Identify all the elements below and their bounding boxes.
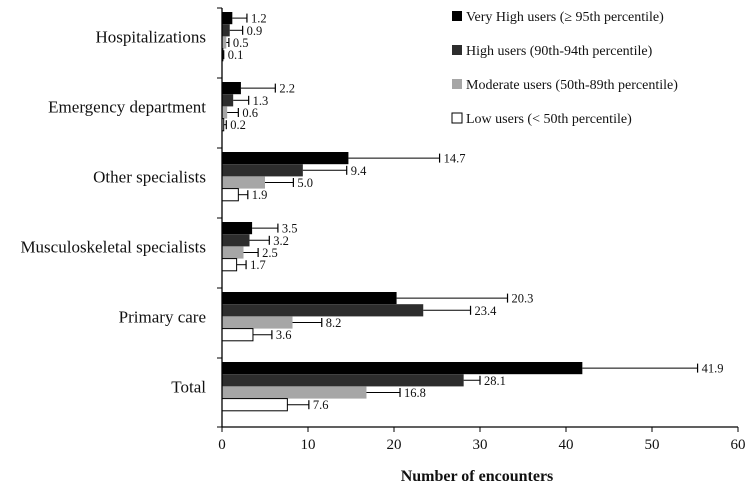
x-tick-label: 30 [473,437,488,453]
data-label: 7.6 [313,398,329,412]
data-label: 9.4 [351,164,367,178]
legend-swatch [452,79,462,89]
data-label: 0.6 [242,106,258,120]
category-labels-layer: Hospitalizations Emergency department Othe… [20,27,206,396]
category-label: Primary care [119,307,206,326]
data-label: 2.2 [279,82,295,96]
legend: Very High users (≥ 95th percentile) High … [451,10,678,127]
x-tick-label: 20 [387,437,402,453]
x-tick-label: 40 [559,437,574,453]
category-label: Total [171,377,206,396]
bar [222,94,234,107]
data-label: 2.5 [262,246,278,260]
bar [222,374,464,387]
x-tick-label: 50 [645,437,660,453]
bar [222,106,228,119]
legend-label: Low users (< 50th percentile) [466,112,632,127]
data-label: 3.2 [273,234,289,248]
bar [222,176,265,189]
data-label: 23.4 [475,304,498,318]
data-label: 3.5 [282,222,298,236]
category-label: Emergency department [48,97,206,116]
bar [221,398,288,412]
data-label: 0.2 [230,118,246,132]
data-label: 3.6 [276,328,292,342]
bar [222,82,241,95]
bar [222,362,583,375]
bar [222,316,293,329]
legend-label: Very High users (≥ 95th percentile) [466,10,664,25]
x-tick-label: 10 [301,437,316,453]
data-label: 1.3 [253,94,269,108]
bars-layer [221,12,583,412]
category-label: Other specialists [93,167,206,186]
bar [221,328,254,342]
bar [222,386,367,399]
x-tick-label: 0 [218,437,226,453]
bar [222,12,233,25]
bar [222,246,244,259]
bar [222,234,250,247]
category-label: Musculoskeletal specialists [20,237,206,256]
data-label: 41.9 [702,362,724,376]
x-tick-label: 60 [731,437,746,453]
legend-label: High users (90th-94th percentile) [466,44,653,59]
value-labels-layer: 1.20.90.50.1 2.2 1.30.60.2 14.7 9.4 5.0 1.9 3.5… [228,12,724,413]
legend-swatch [451,112,463,124]
bar [221,258,238,272]
data-label: 16.8 [404,386,426,400]
legend-swatch [452,45,462,55]
bar [222,222,253,235]
bar [222,152,349,165]
data-label: 20.3 [512,292,534,306]
bar [222,36,227,49]
bar [222,292,397,305]
legend-swatch [452,11,462,21]
data-label: 0.9 [247,24,263,38]
error-bars-layer [222,13,699,410]
data-label: 1.9 [252,188,268,202]
x-axis-title: Number of encounters [401,468,554,485]
data-label: 14.7 [444,152,466,166]
category-label: Hospitalizations [96,27,206,46]
bar [222,304,424,317]
bar [222,24,230,37]
data-label: 0.1 [228,48,244,62]
data-label: 0.5 [233,36,249,50]
axes-layer: 0 10 20 30 40 50 60 [217,7,746,453]
bar [222,164,303,177]
data-label: 5.0 [297,176,313,190]
data-label: 1.2 [251,12,267,26]
bar [221,188,239,202]
data-label: 28.1 [484,374,506,388]
data-label: 8.2 [326,316,342,330]
legend-label: Moderate users (50th-89th percentile) [466,78,678,93]
data-label: 1.7 [250,258,266,272]
